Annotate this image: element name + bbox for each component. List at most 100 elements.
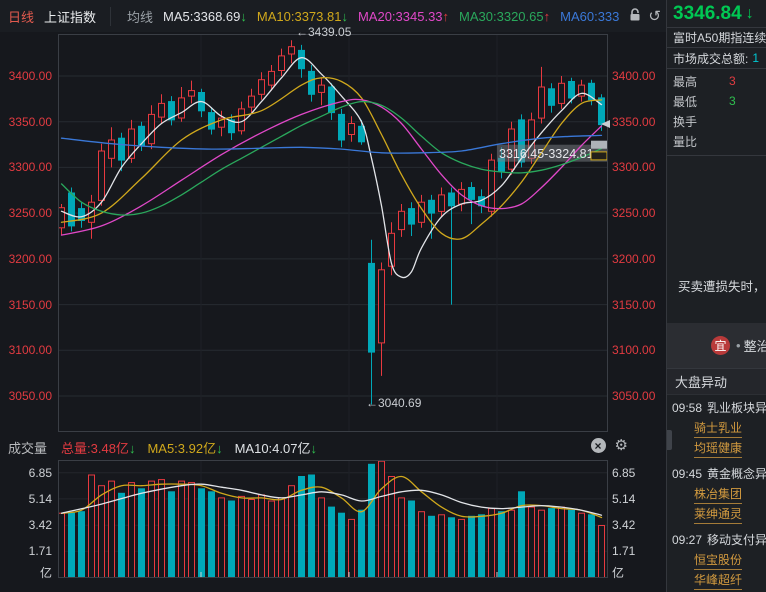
price-axis-label: 3400.00 (612, 69, 656, 83)
price-axis-label: 3400.00 (8, 69, 52, 83)
quote-row: 换手 (667, 111, 766, 131)
quote-row: 最低 3 (667, 91, 766, 111)
ma-legend-item: MA20:3345.33↑ (357, 8, 450, 24)
quote-summary: 最高 3 最低 3 换手量比 (667, 69, 766, 156)
volume-pane[interactable]: 成交量 总量:3.48亿↓ MA5:3.92亿↓ MA10:4.07亿↓ × ⚙… (0, 434, 666, 592)
ma-legend-label: 均线 (127, 9, 154, 25)
volume-header: 成交量 总量:3.48亿↓ MA5:3.92亿↓ MA10:4.07亿↓ (8, 438, 329, 457)
volume-axis-label: 1.71 (28, 544, 52, 559)
quote-label: 最高 (673, 74, 698, 89)
market-alerts-header: 大盘异动 (667, 369, 766, 395)
quote-row: 量比 (667, 131, 766, 151)
volume-axis-label: 6.85 (612, 465, 636, 480)
price-axis-label: 3050.00 (8, 388, 52, 403)
alert-title: 乳业板块异动 (707, 401, 766, 415)
volume-axis-label: 6.85 (28, 465, 52, 480)
price-chart-pane[interactable]: 3400.00 3350.00 3300.00 3250.00 3200.00 3150.… (0, 32, 666, 434)
volume-unit-label: 亿 (612, 566, 625, 580)
settings-icon[interactable]: ⚙ (614, 437, 628, 454)
undo-icon[interactable]: ↺ (648, 7, 661, 25)
last-price: 3346.84 ↓ (667, 0, 766, 28)
volume-axis-label: 3.42 (28, 518, 52, 533)
alert-item[interactable]: 09:45 黄金概念异动株冶集团莱绅通灵 (667, 465, 766, 524)
stock-link[interactable]: 骑士乳业 (694, 420, 743, 438)
quote-label: 换手 (673, 114, 698, 129)
quote-row: 最高 3 (667, 71, 766, 91)
price-axis-label: 3100.00 (8, 343, 52, 358)
alert-title: 移动支付异动 (707, 533, 766, 547)
price-axis-label: 3300.00 (8, 160, 52, 175)
yi-badge: 宜 (711, 336, 730, 355)
alert-time: 09:58 (672, 401, 703, 415)
down-arrow-icon: ↓ (216, 441, 223, 456)
ma-legend-item: MA60:333 (560, 8, 620, 24)
market-alerts-list: 09:58乳业板块异动骑士乳业均瑶健康09:45黄金概念异动株冶集团莱绅通灵09… (667, 395, 766, 590)
sidebar: 3346.84 ↓ 富时A50期指连续 市场成交总额: 1 最高 3 最低 3 换手量比… (666, 0, 766, 592)
svg-text:3316.45-3324.81: 3316.45-3324.81 (499, 147, 594, 161)
market-turnover-row: 市场成交总额: 1 (667, 48, 766, 69)
ma-legend-item: MA5:3368.69↓ (163, 8, 247, 24)
down-arrow-icon: ↓ (240, 8, 247, 24)
down-arrow-icon: ↓ (128, 441, 136, 456)
stock-link[interactable]: 莱绅通灵 (694, 506, 743, 524)
ma-legend-item: MA10:3373.81↓ (256, 8, 348, 24)
stock-link[interactable]: 株冶集团 (694, 486, 743, 504)
bullet-icon: • (736, 338, 741, 353)
volume-ma10: MA10:4.07亿 (234, 441, 311, 456)
alert-time: 09:45 (672, 467, 703, 481)
candlestick-chart[interactable]: 3316.45-3324.81 (58, 34, 608, 432)
price-axis-label: 3250.00 (612, 206, 656, 221)
volume-title: 成交量 (8, 441, 48, 456)
volume-axis-label: 3.42 (612, 518, 636, 533)
volume-chart[interactable] (58, 460, 608, 578)
last-price-value: 3346.84 (673, 2, 742, 24)
almanac-strip[interactable]: 宜 • 整治 (667, 323, 766, 369)
price-axis-label: 3250.00 (8, 206, 52, 221)
current-price-arrow-icon (601, 120, 610, 128)
up-arrow-icon: ↑ (442, 8, 450, 24)
futures-row[interactable]: 富时A50期指连续 (667, 28, 766, 48)
alert-time: 09:27 (672, 533, 703, 547)
sidebar-collapse-handle[interactable] (667, 430, 672, 450)
quote-value: 3 (729, 74, 736, 88)
turnover-label: 市场成交总额: (673, 51, 749, 66)
volume-ma5: MA5:3.92亿 (147, 441, 217, 456)
stock-link[interactable]: 均瑶健康 (694, 440, 743, 458)
annotation-low: ←3040.69 (366, 396, 422, 410)
close-icon[interactable]: × (590, 438, 606, 453)
quote-label: 量比 (673, 134, 698, 149)
volume-total: 总量:3.48亿 (61, 441, 129, 456)
price-axis-label: 3300.00 (612, 160, 656, 175)
down-arrow-icon: ↓ (310, 441, 317, 456)
tab-daily-period[interactable]: 日线 (8, 9, 35, 25)
volume-unit-label: 亿 (39, 566, 52, 580)
price-axis-label: 3350.00 (8, 114, 52, 129)
volume-axis-label: 1.71 (612, 544, 636, 559)
quote-value: 3 (729, 94, 736, 108)
lock-icon[interactable] (629, 7, 641, 25)
quote-label: 最低 (673, 94, 698, 109)
price-axis-label: 3100.00 (612, 343, 656, 358)
stock-link[interactable]: 华峰超纤 (694, 572, 743, 590)
badge-text: 整治 (743, 339, 766, 354)
price-axis-label: 3200.00 (8, 251, 52, 266)
volume-axis-label: 5.14 (612, 491, 636, 506)
volume-axis-label: 5.14 (28, 491, 52, 506)
down-arrow-icon: ↓ (341, 8, 348, 24)
alert-item[interactable]: 09:27 移动支付异动恒宝股份华峰超纤 (667, 531, 766, 590)
annotation-high: ←3439.05 (296, 25, 352, 39)
price-axis-label: 3350.00 (612, 114, 656, 129)
price-axis-label: 3150.00 (612, 297, 656, 312)
stock-link[interactable]: 恒宝股份 (694, 552, 743, 570)
price-axis-label: 3200.00 (612, 251, 656, 266)
volume-pane-icons: × ⚙ (590, 437, 628, 454)
price-axis-label: 3150.00 (8, 297, 52, 312)
alert-title: 黄金概念异动 (707, 467, 766, 481)
up-arrow-icon: ↑ (543, 8, 551, 24)
alert-item[interactable]: 09:58 乳业板块异动骑士乳业均瑶健康 (667, 399, 766, 458)
turnover-value: 1 (752, 51, 760, 65)
ad-text: 买卖遭损失时， (678, 280, 766, 294)
ad-area[interactable]: 买卖遭损失时， (667, 156, 766, 323)
tab-symbol-name[interactable]: 上证指数 (44, 6, 112, 26)
